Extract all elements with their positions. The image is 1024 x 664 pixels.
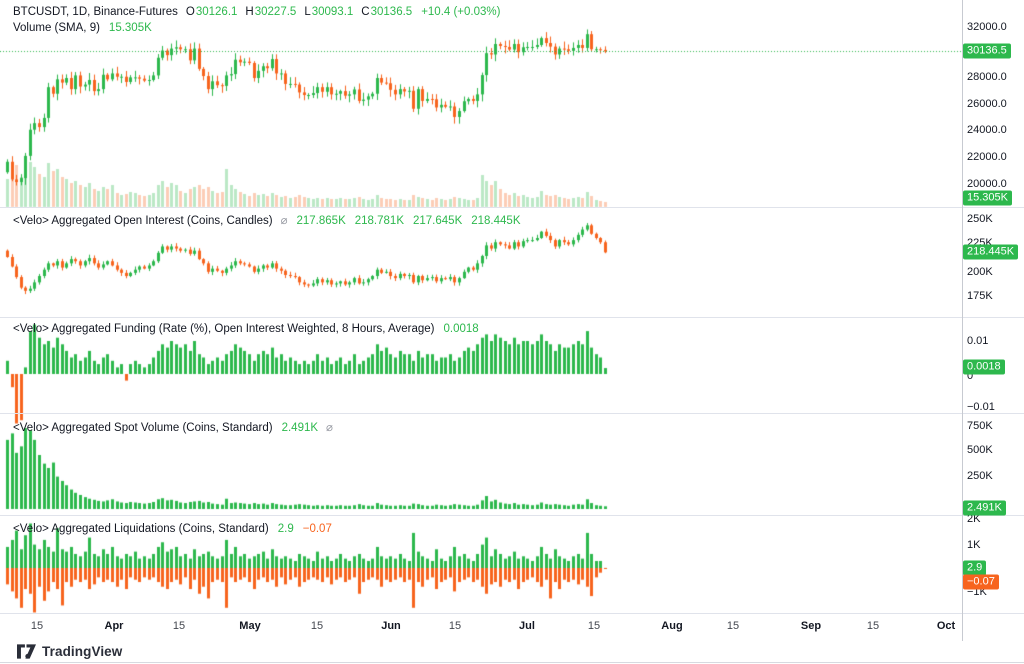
axis-badge-price: 30136.5 [963,43,1011,59]
pane-separator[interactable] [0,515,1024,516]
time-axis-label: Aug [661,620,683,632]
axis-badge-open-interest: 218.445K [963,244,1019,260]
tradingview-attribution[interactable]: TradingView [17,644,122,659]
axis-badge-liquidations: 2.9 [963,560,987,576]
legend-token: O 30126.1 [185,6,238,18]
time-axis-label: 15 [172,620,186,632]
axis-label-spot-volume: 250K [967,470,993,482]
axis-label-price: 32000.0 [967,21,1007,33]
time-axis-label: 15 [726,620,740,632]
legend-token: <Velo> Aggregated Liquidations (Coins, S… [13,523,269,535]
pane-separator[interactable] [0,317,1024,318]
axis-badge-price: 15.305K [963,190,1012,206]
legend-funding[interactable]: <Velo> Aggregated Funding (Rate (%), Ope… [13,323,479,335]
legend-token: <Velo> Aggregated Open Interest (Coins, … [13,215,273,227]
legend-liquidations[interactable]: <Velo> Aggregated Liquidations (Coins, S… [13,523,332,535]
time-axis-label: 15 [587,620,601,632]
axis-label-spot-volume: 500K [967,444,993,456]
axis-label-liquidations: 2K [967,513,981,525]
axis-label-spot-volume: 750K [967,420,993,432]
time-axis-label: 15 [448,620,462,632]
axis-label-price: 20000.0 [967,178,1007,190]
time-axis-separator [0,613,1024,614]
legend-open-interest[interactable]: <Velo> Aggregated Open Interest (Coins, … [13,213,521,227]
legend-spot-volume[interactable]: <Velo> Aggregated Spot Volume (Coins, St… [13,420,333,434]
axis-label-price: 22000.0 [967,151,1007,163]
legend-price-row2[interactable]: Volume (SMA, 9) 15.305K [13,22,152,34]
tradingview-logo-icon [17,644,36,659]
axis-badge-spot-volume: 2.491K [963,500,1006,516]
axis-label-funding: −0.01 [967,401,995,413]
axis-label-liquidations: 1K [967,539,981,551]
time-axis-label: May [239,620,261,632]
legend-token: BTCUSDT, 1D, Binance-Futures [13,6,178,18]
bottom-border [0,662,1024,663]
legend-token: −0.07 [302,523,332,535]
time-axis-label: 15 [866,620,880,632]
legend-token: 2.9 [277,523,294,535]
axis-label-open-interest: 200K [967,266,993,278]
legend-token: H 30227.5 [245,6,297,18]
time-axis-label: 15 [30,620,44,632]
pane-separator[interactable] [0,413,1024,414]
legend-token: Volume (SMA, 9) [13,22,100,34]
legend-token: 2.491K [281,422,319,434]
axis-label-price: 24000.0 [967,124,1007,136]
legend-token: <Velo> Aggregated Spot Volume (Coins, St… [13,422,273,434]
time-axis-label: 15 [310,620,324,632]
pane-separator[interactable] [0,207,1024,208]
axis-label-open-interest: 250K [967,213,993,225]
axis-label-funding: 0 [967,370,974,382]
axis-label-price: 26000.0 [967,98,1007,110]
axis-badge-funding: 0.0018 [963,359,1005,375]
price-axis-separator [962,0,963,641]
legend-token: ⌀ [280,215,288,227]
legend-token: 15.305K [108,22,152,34]
legend-token: L 30093.1 [304,6,354,18]
legend-token: <Velo> Aggregated Funding (Rate (%), Ope… [13,323,435,335]
axis-label-open-interest: 175K [967,290,993,302]
axis-badge-liquidations: −0.07 [963,574,999,590]
legend-token: 0.0018 [443,323,479,335]
time-axis-label: Jun [381,620,401,632]
axis-label-price: 28000.0 [967,71,1007,83]
legend-token: 217.645K [413,215,463,227]
legend-token: 217.865K [296,215,346,227]
chart-canvas[interactable] [0,0,962,614]
tradingview-logo-text: TradingView [42,644,123,659]
legend-token: ⌀ [326,422,333,434]
time-axis-label: Apr [104,620,124,632]
legend-token: 218.781K [354,215,404,227]
legend-token: +10.4 (+0.03%) [421,6,501,18]
legend-price[interactable]: BTCUSDT, 1D, Binance-Futures O 30126.1 H 302… [13,6,500,18]
time-axis-label: Jul [519,620,535,632]
time-axis-label: Sep [800,620,822,632]
time-axis-label: Oct [936,620,956,632]
legend-token: C 30136.5 [361,6,413,18]
legend-token: 218.445K [471,215,521,227]
axis-label-funding: 0.01 [967,335,989,347]
